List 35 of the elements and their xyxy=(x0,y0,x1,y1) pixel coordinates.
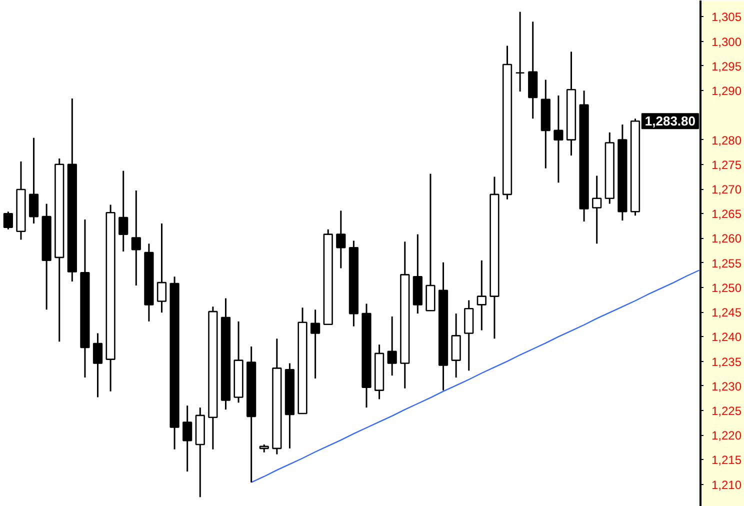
candlestick xyxy=(28,137,39,224)
y-tick-label: 1,235 xyxy=(712,354,742,369)
y-tick-label: 1,210 xyxy=(712,478,742,492)
candlestick xyxy=(182,404,192,472)
candlestick xyxy=(336,210,346,270)
candlestick xyxy=(592,174,602,244)
y-tick-label: 1,265 xyxy=(712,207,742,222)
y-tick-label: 1,240 xyxy=(712,330,742,344)
y-tick-label: 1,300 xyxy=(712,34,742,49)
y-tick-label: 1,225 xyxy=(712,404,742,418)
y-tick-label: 1,305 xyxy=(712,10,742,24)
candlestick xyxy=(515,11,525,92)
y-tick-label: 1,260 xyxy=(712,232,742,246)
y-tick-label: 1,245 xyxy=(712,306,742,320)
candlestick xyxy=(156,222,167,314)
y-tick-label: 1,250 xyxy=(712,280,742,295)
y-tick-label: 1,215 xyxy=(712,453,742,468)
candlestick xyxy=(310,308,320,380)
y-tick-label: 1,290 xyxy=(712,84,742,98)
y-tick-label: 1,280 xyxy=(712,133,742,148)
candlestick xyxy=(92,332,103,398)
candlestick xyxy=(3,210,13,230)
candlestick xyxy=(554,94,564,184)
y-tick-label: 1,295 xyxy=(712,59,742,74)
y-tick-label: 1,275 xyxy=(712,158,742,172)
y-tick-label: 1,230 xyxy=(712,379,742,394)
candlestick xyxy=(118,170,128,252)
candlestick xyxy=(387,316,397,376)
candlestick xyxy=(131,190,141,286)
annotation: 1,283.80 xyxy=(644,114,696,129)
y-tick-label: 1,255 xyxy=(712,256,742,270)
candlestick xyxy=(476,260,486,332)
line-series xyxy=(250,270,700,483)
y-tick-label: 1,220 xyxy=(712,428,742,443)
y-tick-label: 1,270 xyxy=(712,182,742,197)
